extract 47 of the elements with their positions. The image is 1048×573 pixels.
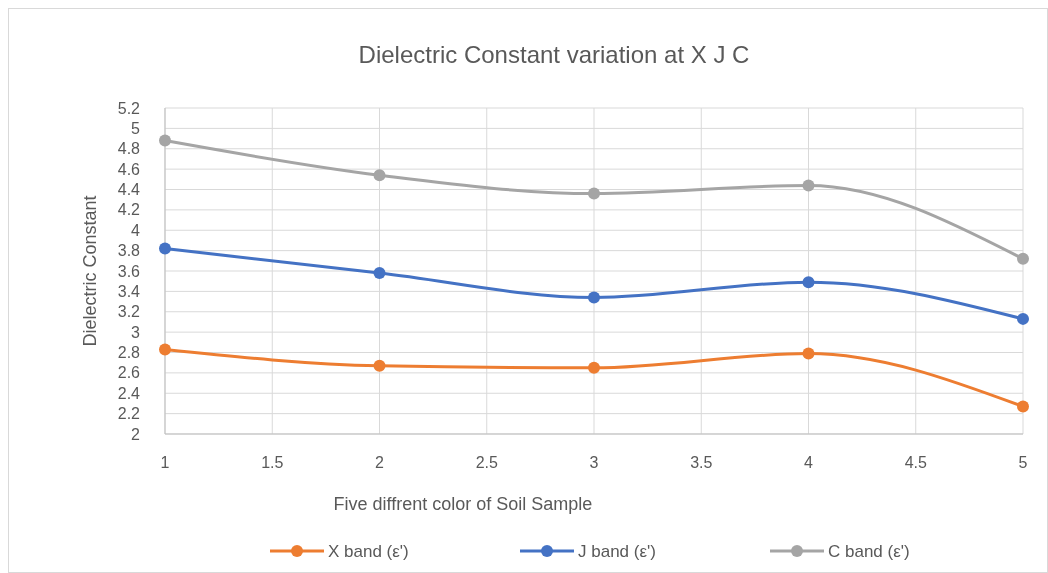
y-tick-label: 2.4 — [117, 384, 141, 402]
x-tick-label: 2 — [375, 454, 385, 471]
x-tick-label: 4 — [804, 454, 814, 471]
y-tick-label: 2.6 — [117, 364, 141, 382]
point — [373, 267, 386, 280]
point — [159, 134, 171, 147]
point — [802, 276, 815, 289]
point — [159, 242, 171, 255]
legend-label: X band (ε') — [328, 541, 409, 561]
y-tick-label: 4.2 — [117, 201, 141, 219]
y-tick-label: 3.2 — [117, 303, 141, 321]
legend-label: J band (ε') — [578, 541, 656, 561]
y-tick-label: 3.4 — [117, 282, 141, 300]
x-tick-label: 3 — [589, 454, 599, 471]
y-tick-label: 3.6 — [117, 262, 141, 280]
point — [588, 187, 600, 200]
point — [1017, 252, 1029, 265]
y-axis-title: Dielectric Constant — [80, 195, 100, 347]
y-tick-label: 5 — [131, 119, 141, 137]
point — [159, 343, 171, 356]
x-tick-label: 4.5 — [904, 454, 927, 471]
y-tick-label: 2.8 — [117, 344, 141, 362]
point — [373, 169, 386, 182]
x-tick-label: 3.5 — [690, 454, 713, 471]
y-tick-label: 4 — [131, 221, 141, 239]
y-tick-label: 4.6 — [117, 160, 141, 178]
y-tick-label: 2 — [131, 425, 141, 443]
point — [373, 359, 386, 372]
y-tick-label: 4.8 — [117, 140, 141, 158]
x-tick-label: 2.5 — [475, 454, 498, 471]
x-tick-label: 1.5 — [261, 454, 284, 471]
point — [1017, 400, 1029, 413]
y-tick-label: 3 — [131, 323, 141, 341]
y-tick-label: 4.4 — [117, 181, 141, 199]
point — [1017, 312, 1029, 325]
y-tick-label: 5.2 — [117, 99, 141, 117]
point — [802, 179, 815, 192]
legend-label: C band (ε') — [828, 541, 910, 561]
y-tick-label: 2.2 — [117, 405, 141, 423]
x-axis-title: Five diffrent color of Soil Sample — [333, 494, 593, 514]
x-tick-label: 1 — [160, 454, 170, 471]
point — [802, 347, 815, 360]
chart-title: Dielectric Constant variation at X J C — [358, 41, 750, 68]
x-tick-label: 5 — [1018, 454, 1028, 471]
y-tick-label: 3.8 — [117, 242, 141, 260]
point — [588, 361, 600, 374]
point — [588, 291, 600, 304]
